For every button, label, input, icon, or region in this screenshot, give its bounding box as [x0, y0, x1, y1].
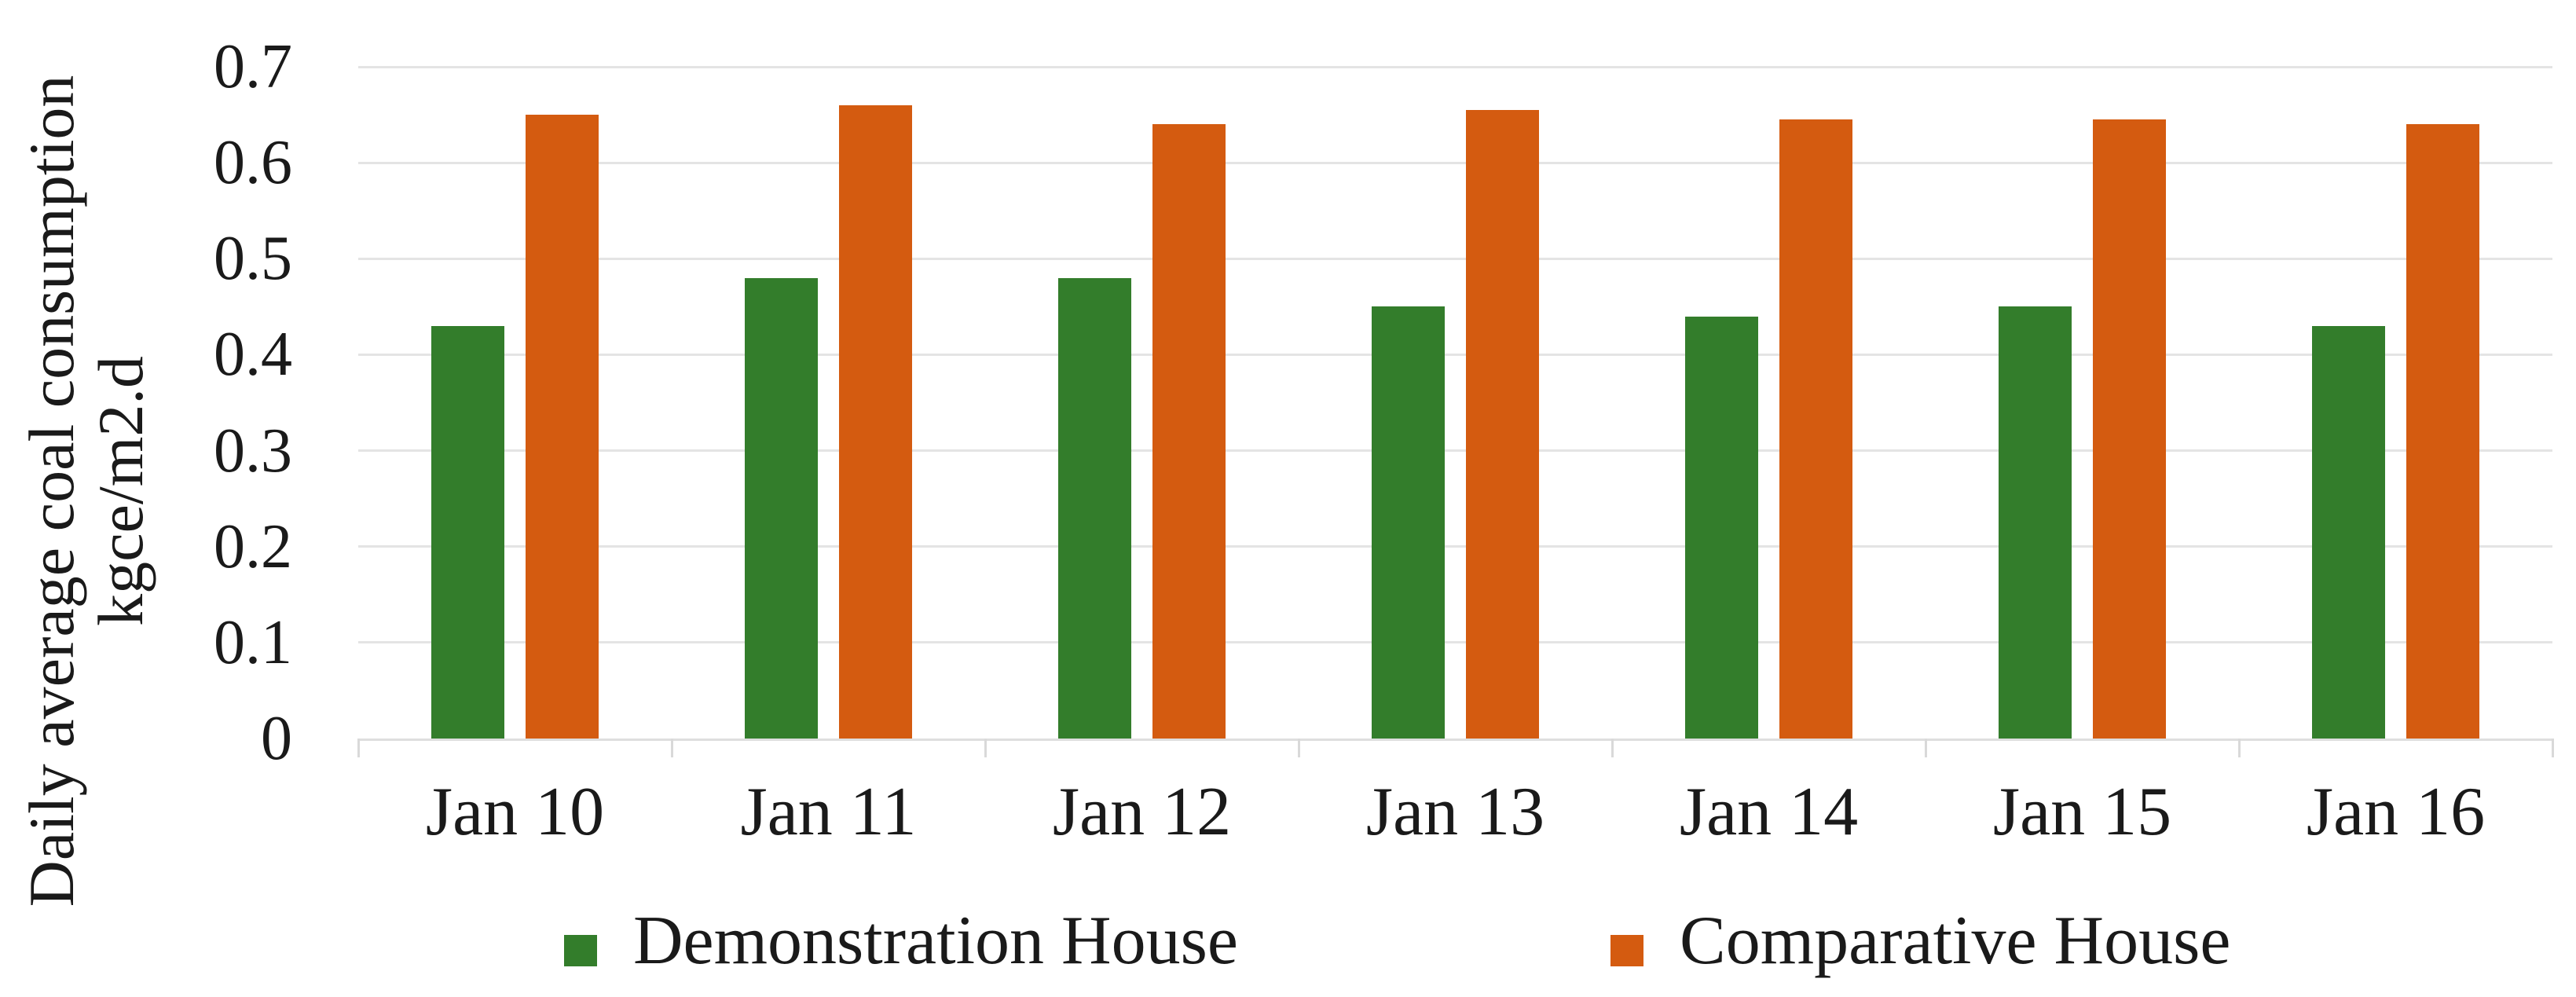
y-tick-label-0.5: 0.5	[214, 224, 292, 294]
gridline-0.4	[358, 353, 2552, 356]
x-axis-tick	[984, 739, 987, 757]
x-axis-tick	[1297, 739, 1300, 757]
y-tick-label-0.1: 0.1	[214, 607, 292, 677]
legend-swatch-icon	[564, 935, 597, 966]
legend-item-demonstration-house: Demonstration House	[564, 904, 1238, 979]
x-tick-label-jan-13: Jan 13	[1365, 774, 1545, 850]
gridline-0.6	[358, 161, 2552, 164]
bar-demonstration-house-jan-12	[1058, 277, 1131, 739]
x-axis-tick	[357, 739, 360, 757]
x-tick-label-jan-15: Jan 15	[1992, 774, 2172, 850]
y-axis-title: Daily average coal consumption kgce/m2.d	[16, 75, 156, 907]
plot-area	[357, 65, 2554, 757]
gridline-0.2	[358, 545, 2552, 548]
x-tick-label-jan-10: Jan 10	[425, 774, 605, 850]
bar-demonstration-house-jan-11	[745, 277, 818, 739]
y-tick-label-0.3: 0.3	[214, 416, 292, 486]
bar-demonstration-house-jan-13	[1372, 306, 1445, 739]
bar-demonstration-house-jan-15	[1999, 306, 2072, 739]
x-tick-label-jan-11: Jan 11	[740, 774, 917, 850]
legend-label: Comparative House	[1680, 903, 2231, 979]
gridline-0.5	[358, 257, 2552, 260]
y-axis-title-line2: kgce/m2.d	[85, 356, 156, 626]
bar-demonstration-house-jan-14	[1685, 316, 1758, 739]
x-axis-tick	[670, 739, 673, 757]
x-tick-label-jan-16: Jan 16	[2306, 774, 2486, 850]
x-tick-label-jan-14: Jan 14	[1679, 774, 1859, 850]
bar-comparative-house-jan-11	[839, 104, 912, 739]
legend-swatch-icon	[1610, 935, 1643, 966]
x-tick-label-jan-12: Jan 12	[1052, 774, 1232, 850]
bar-comparative-house-jan-15	[2093, 119, 2166, 739]
y-tick-label-0.2: 0.2	[214, 511, 292, 581]
y-tick-label-0.4: 0.4	[214, 320, 292, 390]
bar-comparative-house-jan-12	[1152, 124, 1226, 739]
x-axis-tick	[1924, 739, 1927, 757]
gridline-0.3	[358, 449, 2552, 453]
y-tick-label-0.7: 0.7	[214, 32, 292, 101]
bar-comparative-house-jan-13	[1466, 109, 1539, 739]
bar-demonstration-house-jan-16	[2312, 325, 2385, 739]
legend-label: Demonstration House	[633, 903, 1238, 979]
x-axis-tick	[1610, 739, 1614, 757]
y-tick-label-0.6: 0.6	[214, 128, 292, 198]
bar-comparative-house-jan-10	[526, 115, 599, 739]
legend: Demonstration House Comparative House	[0, 904, 2576, 990]
bar-comparative-house-jan-16	[2406, 124, 2479, 739]
x-axis-tick	[2237, 739, 2241, 757]
x-axis-tick	[2551, 739, 2554, 757]
gridline-0.7	[358, 65, 2552, 68]
y-tick-label-0: 0	[261, 704, 292, 773]
bar-comparative-house-jan-14	[1779, 119, 1852, 739]
gridline-0.1	[358, 641, 2552, 644]
y-axis-title-line1: Daily average coal consumption	[16, 75, 87, 907]
legend-item-comparative-house: Comparative House	[1610, 904, 2230, 979]
bar-demonstration-house-jan-10	[431, 325, 504, 739]
